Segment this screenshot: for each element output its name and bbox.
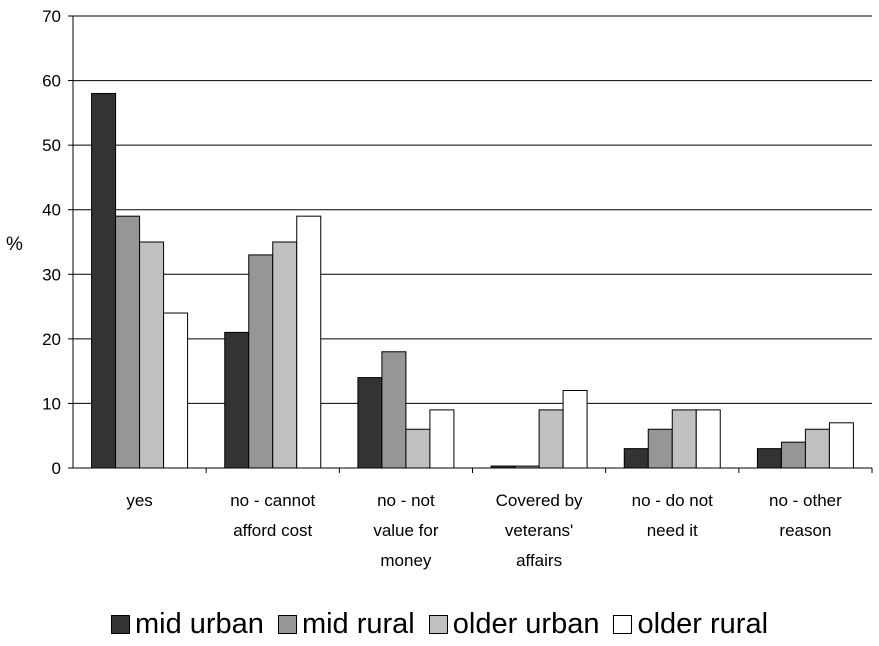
category-label: value for — [373, 521, 439, 540]
bar-mid-rural-5 — [780, 441, 806, 469]
bar-older-urban-4 — [671, 409, 697, 469]
y-tick-label: 60 — [42, 72, 61, 91]
legend-swatch — [428, 614, 448, 634]
bar-mid-urban-1 — [224, 331, 250, 469]
y-tick-label: 30 — [42, 265, 61, 284]
y-tick-label: 40 — [42, 201, 61, 220]
bar-mid-rural-2 — [381, 351, 407, 469]
bar-mid-urban-5 — [756, 448, 782, 469]
legend: mid urban mid rural older urban older rural — [0, 604, 879, 644]
bar-older-urban-3 — [538, 409, 564, 469]
bar-older-urban-5 — [804, 428, 830, 469]
category-label: no - do not — [632, 491, 714, 510]
legend-label: older rural — [637, 607, 769, 640]
category-label: yes — [126, 491, 152, 510]
y-tick-label: 50 — [42, 136, 61, 155]
category-label: no - cannot — [230, 491, 315, 510]
bar-mid-urban-4 — [623, 448, 649, 469]
bar-older-rural-4 — [695, 409, 721, 469]
legend-label: mid urban — [134, 607, 264, 640]
bar-older-rural-2 — [429, 409, 455, 469]
bar-older-urban-2 — [405, 428, 431, 469]
category-label: affairs — [516, 551, 562, 570]
legend-item-mid-rural: mid rural — [277, 607, 415, 641]
legend-item-older-urban: older urban — [428, 607, 600, 641]
y-tick-label: 10 — [42, 394, 61, 413]
category-label: reason — [779, 521, 831, 540]
legend-swatch — [613, 614, 633, 634]
bars — [91, 92, 854, 469]
bar-older-rural-5 — [828, 422, 854, 469]
category-label: afford cost — [233, 521, 312, 540]
axes — [72, 16, 873, 473]
y-tick-label: 20 — [42, 330, 61, 349]
bar-older-urban-0 — [139, 241, 165, 469]
legend-item-older-rural: older rural — [613, 608, 768, 641]
legend-label: mid rural — [301, 607, 415, 640]
category-labels: yes no - cannot afford cost no - not value f… — [126, 491, 842, 570]
bar-mid-rural-1 — [248, 254, 274, 469]
bar-mid-urban-2 — [357, 377, 383, 469]
bar-older-rural-1 — [296, 215, 322, 469]
legend-label: older urban — [452, 607, 600, 640]
category-label: veterans' — [505, 521, 573, 540]
category-label: need it — [647, 521, 698, 540]
y-tick-label: 70 — [42, 7, 61, 26]
category-label: money — [380, 551, 432, 570]
bar-older-rural-3 — [562, 390, 588, 469]
category-label: no - other — [769, 491, 842, 510]
bar-mid-rural-4 — [647, 428, 673, 469]
bar-older-rural-0 — [163, 312, 189, 469]
bar-mid-urban-0 — [91, 92, 117, 469]
bar-mid-rural-0 — [115, 215, 141, 469]
category-label: no - not — [377, 491, 435, 510]
bar-chart: 0 10 20 30 40 50 60 70 yes no - cannot afford cos… — [6, 7, 873, 570]
gridlines — [68, 15, 872, 469]
legend-swatch — [110, 614, 130, 634]
y-tick-label: 0 — [52, 459, 61, 478]
legend-swatch — [277, 614, 297, 634]
bar-older-urban-1 — [272, 241, 298, 469]
y-axis-label: % — [6, 234, 23, 255]
legend-item-mid-urban: mid urban — [110, 607, 264, 641]
category-label: Covered by — [496, 491, 583, 510]
y-tick-labels: 0 10 20 30 40 50 60 70 — [42, 7, 61, 478]
